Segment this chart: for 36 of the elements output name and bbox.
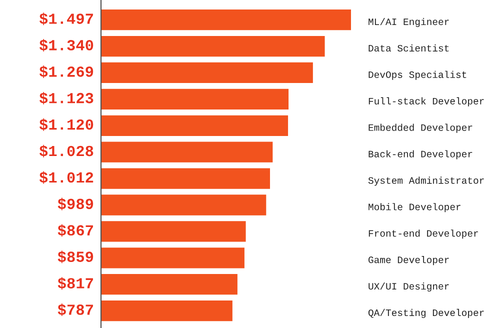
y-tick-label: Embedded Developer [368,124,472,133]
y-tick-label: UX/UI Designer [368,282,449,292]
data-label: $1.120 [40,118,94,131]
data-label: $1.012 [40,171,94,184]
data-label: $787 [58,304,93,316]
bar [101,168,270,189]
data-label: $1.340 [40,39,94,52]
y-tick-label: System Administrator [368,176,484,186]
y-tick-label: Game Developer [368,256,449,266]
bar [101,300,232,322]
y-tick-label: Data Scientist [368,44,449,52]
bar [101,36,325,57]
y-tick-label: Front-end Developer [368,230,478,239]
y-tick-label: Full-stack Developer [368,97,484,106]
y-tick-label: Mobile Developer [368,203,460,212]
data-label: $1.269 [40,65,94,78]
data-label: $859 [58,250,94,264]
data-label: $1.028 [40,144,94,158]
y-tick-label: ML/AI Engineer [368,18,449,28]
bar [101,62,313,84]
y-tick-label: Back-end Developer [368,150,472,160]
y-tick-label: DevOps Specialist [368,70,466,80]
bar [101,10,351,30]
bar [101,274,238,295]
bar [101,194,266,216]
data-label: $989 [58,198,94,210]
data-label: $1.123 [40,92,94,104]
bar [101,115,288,136]
data-label: $817 [58,277,93,290]
data-label: $867 [58,224,93,237]
bar [101,88,289,110]
bar [101,221,246,242]
y-tick-label: QA/Testing Developer [368,308,484,318]
bar [101,248,244,268]
bar [101,142,273,162]
data-label: $1.497 [40,12,93,26]
